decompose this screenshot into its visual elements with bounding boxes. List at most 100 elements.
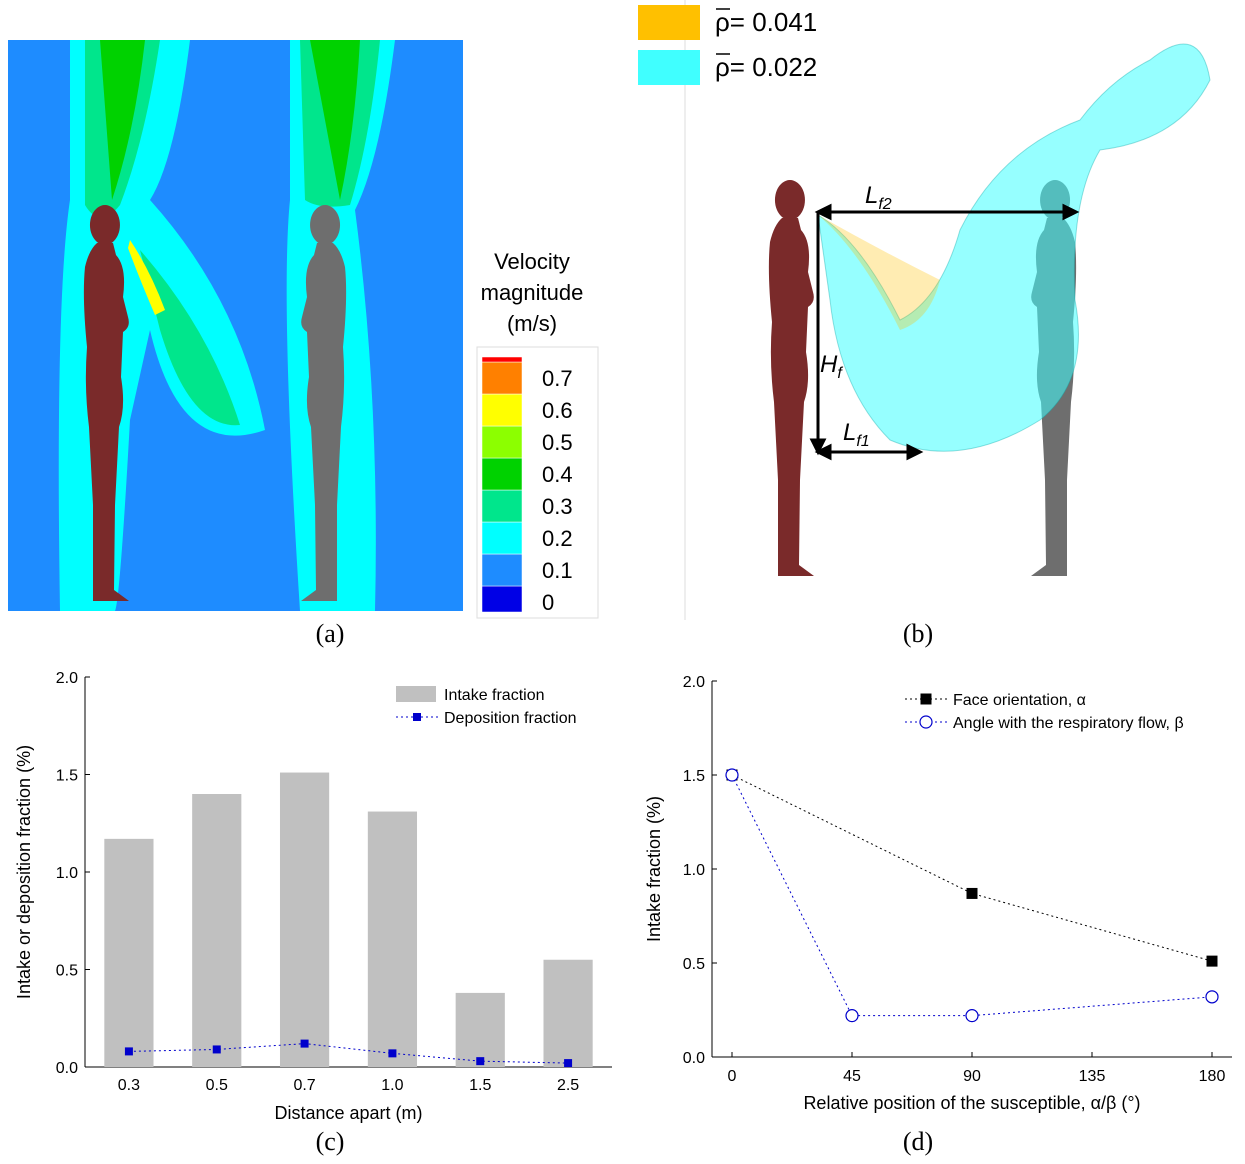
- dimension-subscript: f: [837, 365, 843, 382]
- marker: [124, 1047, 133, 1056]
- y-tick-label: 2.0: [683, 674, 705, 691]
- legend-label: Intake fraction: [444, 687, 545, 704]
- y-tick-label: 1.0: [56, 865, 78, 882]
- colorbar-tick-label: 0: [542, 590, 554, 615]
- colorbar-tick-label: 0.2: [542, 526, 573, 551]
- marker: [413, 713, 421, 721]
- x-tick-label: 90: [963, 1068, 981, 1085]
- x-tick-label: 1.5: [469, 1077, 491, 1094]
- marker: [845, 1009, 859, 1023]
- series-line: [128, 1043, 569, 1064]
- legend-swatch: [638, 5, 700, 40]
- colorbar-title: magnitude: [481, 280, 584, 305]
- plume-core: [100, 40, 360, 200]
- y-tick-label: 0.0: [683, 1050, 705, 1067]
- x-tick-label: 2.5: [557, 1077, 579, 1094]
- bar: [543, 959, 593, 1067]
- charts: 0.0 0.5 1.0 1.5 2.0 0.3 0.5 0.7 1.0 1.5 2.5 Distanc…: [14, 670, 1232, 1123]
- y-tick-label: 0.5: [56, 963, 78, 980]
- marker: [476, 1057, 485, 1066]
- x-axis-label: Distance apart (m): [274, 1103, 422, 1123]
- dimension-symbol: L: [865, 182, 878, 209]
- panel-label: (b): [903, 619, 933, 648]
- colorbar-band: [481, 521, 523, 555]
- colorbar-band: [481, 457, 523, 491]
- legend-swatch: [638, 50, 700, 85]
- bar: [104, 838, 154, 1067]
- y-tick-label: 1.5: [683, 768, 705, 785]
- panel-label: (a): [316, 619, 345, 648]
- dimension-label: Lf2: [865, 182, 892, 213]
- colorbar-tick-label: 0.7: [542, 366, 573, 391]
- y-tick-label: 1.0: [683, 862, 705, 879]
- dimension-symbol: L: [843, 419, 856, 446]
- y-axis-label: Intake fraction (%): [644, 796, 664, 942]
- marker: [966, 887, 978, 899]
- annotations: Lf2 Hf Lf1: [820, 182, 892, 450]
- x-tick-label: 1.0: [381, 1077, 403, 1094]
- y-tick-label: 0.0: [56, 1060, 78, 1077]
- y-axis-label: Intake or deposition fraction (%): [14, 745, 34, 999]
- legend: ρ= 0.041 ρ= 0.022: [638, 5, 817, 85]
- dimension-symbol: H: [820, 351, 838, 378]
- x-tick-label: 0.7: [293, 1077, 315, 1094]
- marker: [1205, 990, 1219, 1004]
- colorbar-band: [481, 489, 523, 523]
- legend-label: Face orientation, α: [953, 692, 1086, 709]
- marker: [920, 693, 932, 705]
- y-tick-label: 2.0: [56, 670, 78, 687]
- cloud-core: [818, 215, 940, 330]
- bar: [192, 794, 242, 1067]
- x-axis-label: Relative position of the susceptible, α/…: [803, 1093, 1140, 1113]
- legend-label: ρ= 0.041: [715, 7, 817, 37]
- legend-label: Deposition fraction: [444, 710, 577, 727]
- marker: [965, 1009, 979, 1023]
- x-tick-label: 135: [1079, 1068, 1106, 1085]
- colorbar-band: [481, 356, 523, 363]
- y-tick-label: 0.5: [683, 956, 705, 973]
- panel-label: (c): [316, 1127, 345, 1156]
- x-tick-label: 45: [843, 1068, 861, 1085]
- dimension-subscript: f2: [878, 196, 891, 213]
- colorbar-tick-label: 0.4: [542, 462, 573, 487]
- colorbar: Velocity magnitude (m/s) 0 0.1 0.2 0.3 0.4 0.5 0.…: [481, 249, 584, 615]
- legend-label: ρ= 0.022: [715, 52, 817, 82]
- panel-b-image: [768, 43, 1211, 576]
- marker: [564, 1059, 573, 1068]
- x-tick-label: 180: [1199, 1068, 1226, 1085]
- panel-a-image: [8, 40, 463, 611]
- colorbar-tick-label: 0.3: [542, 494, 573, 519]
- series-line: [731, 774, 1213, 962]
- colorbar-tick-label: 0.1: [542, 558, 573, 583]
- dimensions: [809, 203, 1080, 461]
- cloud: [817, 43, 1211, 452]
- colorbar-title: (m/s): [507, 311, 557, 336]
- legend-label: Angle with the respiratory flow, β: [953, 715, 1184, 732]
- colorbar-band: [481, 553, 523, 587]
- panel-label: (d): [903, 1127, 933, 1156]
- colorbar-tick-label: 0.6: [542, 398, 573, 423]
- marker: [725, 768, 739, 782]
- marker: [300, 1039, 309, 1048]
- colorbar-title: Velocity: [494, 249, 570, 274]
- marker: [388, 1049, 397, 1058]
- y-tick-label: 1.5: [56, 768, 78, 785]
- infector: [768, 180, 814, 576]
- bar: [279, 772, 330, 1067]
- x-tick-label: 0.3: [118, 1077, 140, 1094]
- jet: [128, 240, 165, 315]
- dimension-label: Hf: [820, 351, 843, 382]
- x-tick-label: 0: [728, 1068, 737, 1085]
- colorbar-band: [481, 585, 523, 613]
- legend-swatch: [396, 686, 436, 702]
- marker: [1206, 955, 1218, 967]
- colorbar-tick-label: 0.5: [542, 430, 573, 455]
- bar: [455, 992, 505, 1067]
- dimension-label: Lf1: [843, 419, 870, 450]
- plume-core: [85, 40, 380, 426]
- marker: [212, 1045, 221, 1054]
- marker: [919, 715, 933, 729]
- dimension-subscript: f1: [856, 433, 869, 450]
- colorbar-band: [481, 425, 523, 459]
- colorbar-band: [481, 361, 523, 395]
